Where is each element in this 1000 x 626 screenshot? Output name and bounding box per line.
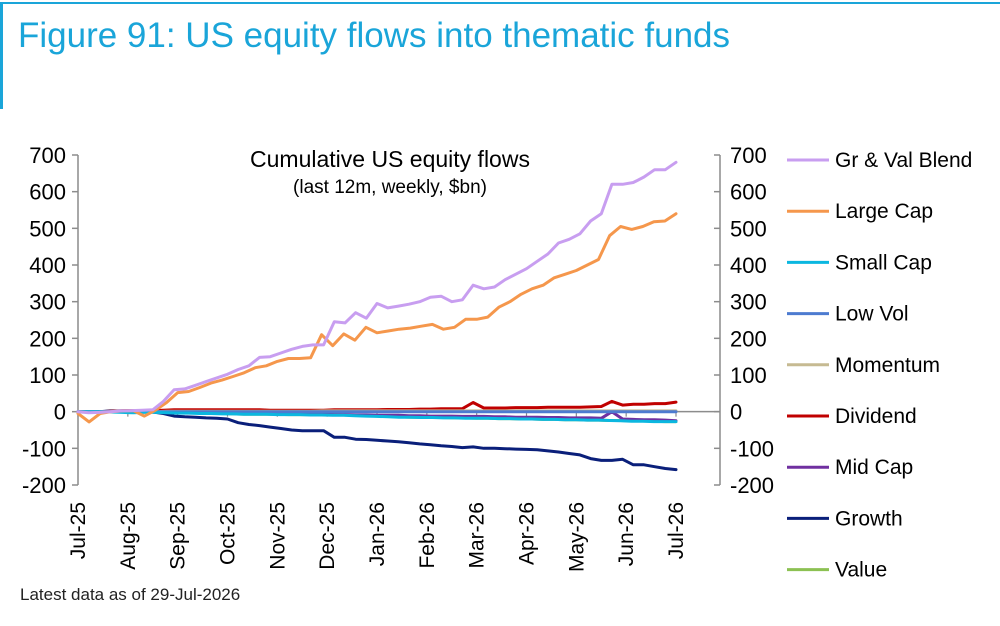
x-axis-tick-label: Jul-26 — [665, 502, 688, 559]
right-axis-tick-label: 700 — [730, 143, 767, 168]
right-axis-tick-label: 600 — [730, 180, 767, 205]
legend-label: Momentum — [835, 354, 940, 377]
left-axis-tick-label: 300 — [29, 290, 66, 315]
x-axis-tick-label: Nov-25 — [266, 502, 289, 570]
left-axis-tick-label: -100 — [22, 436, 66, 461]
legend-label: Dividend — [835, 405, 917, 428]
left-axis-tick-label: 600 — [29, 180, 66, 205]
right-axis-tick-label: 100 — [730, 363, 767, 388]
left-axis-tick-label: 700 — [29, 143, 66, 168]
x-axis-tick-label: Jan-26 — [366, 502, 389, 566]
right-axis-tick-label: 500 — [730, 216, 767, 241]
footnote: Latest data as of 29-Jul-2026 — [20, 585, 241, 604]
x-axis-tick-label: Sep-25 — [167, 502, 190, 570]
left-axis-tick-label: 200 — [29, 326, 66, 351]
x-axis-tick-label: Apr-26 — [516, 502, 539, 565]
legend-label: Large Cap — [835, 200, 933, 223]
series-line-growth — [76, 409, 678, 472]
legend-label: Growth — [835, 507, 903, 530]
left-axis-tick-label: 500 — [29, 216, 66, 241]
chart-axes: 700 600 500 400 300 200 100 0 -100 -200 700 600 500 4… — [22, 143, 774, 572]
left-axis-tick-label: 100 — [29, 363, 66, 388]
legend-label: Mid Cap — [835, 456, 913, 479]
left-axis-tick-label: -200 — [22, 473, 66, 498]
x-axis-tick-label: Aug-25 — [117, 502, 140, 570]
series-line-large-cap — [76, 212, 678, 424]
legend-label: Small Cap — [835, 251, 932, 274]
legend-label: Value — [835, 559, 887, 582]
right-axis-tick-label: 0 — [730, 400, 742, 425]
figure-top-rule — [0, 2, 1000, 4]
chart-title: Cumulative US equity flows — [250, 146, 530, 172]
legend: Gr & Val Blend Large Cap Small Cap Low Vol M… — [787, 149, 972, 582]
x-axis-tick-label: Jul-25 — [67, 502, 90, 559]
right-axis-tick-label: -200 — [730, 473, 774, 498]
x-axis-tick-label: Feb-26 — [416, 502, 439, 569]
x-axis-tick-label: May-26 — [565, 502, 588, 572]
left-axis-tick-label: 0 — [54, 400, 66, 425]
x-axis-tick-label: Oct-25 — [217, 502, 240, 565]
figure-title: Figure 91: US equity flows into thematic… — [18, 16, 731, 55]
series-line-small-cap — [76, 410, 678, 424]
legend-label: Low Vol — [835, 303, 909, 326]
left-axis-tick-label: 400 — [29, 253, 66, 278]
x-axis-tick-label: Jun-26 — [615, 502, 638, 566]
right-axis-tick-label: 200 — [730, 326, 767, 351]
legend-label: Gr & Val Blend — [835, 149, 972, 172]
right-axis-tick-label: 300 — [730, 290, 767, 315]
series-layer — [76, 160, 678, 472]
right-axis-tick-label: -100 — [730, 436, 774, 461]
chart-subtitle: (last 12m, weekly, $bn) — [293, 177, 487, 198]
x-axis-tick-label: Mar-26 — [466, 502, 489, 569]
figure-left-rule — [0, 2, 3, 109]
x-axis-tick-label: Dec-25 — [316, 502, 339, 570]
series-line-gr-val-blend — [76, 160, 678, 415]
right-axis-tick-label: 400 — [730, 253, 767, 278]
